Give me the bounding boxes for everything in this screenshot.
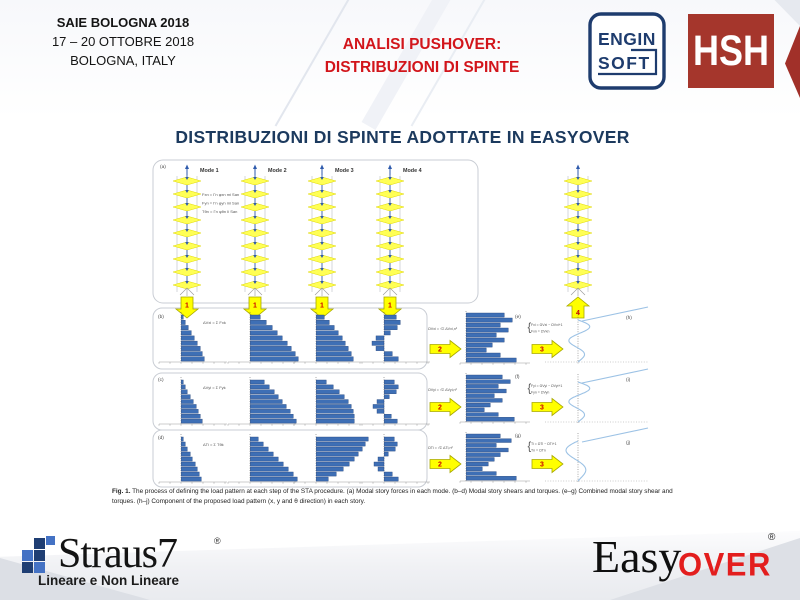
- row-2-modal-charts: ΔTi = Σ Tθk: [158, 434, 430, 484]
- svg-text:Fxn = Γn φxn mi San: Fxn = Γn φxn mi San: [202, 192, 239, 197]
- easyover-wordmark-easy: Easy: [592, 531, 682, 582]
- row-0-load-curve: (h): [545, 306, 649, 364]
- enginsoft-text-2: SOFT: [598, 53, 651, 73]
- figure-caption-text: The process of defining the load pattern…: [112, 488, 673, 505]
- svg-text:(b): (b): [158, 314, 164, 320]
- row-1-combined: ΩVyi = √Σ ΔVyi,n² 2 (f): [428, 373, 530, 424]
- easyover-logo: Easy OVER ®: [592, 530, 792, 590]
- svg-text:ΔVyi = Σ Fyk: ΔVyi = Σ Fyk: [203, 385, 226, 390]
- svg-text:3: 3: [540, 347, 544, 354]
- tower-mode-2: Mode 2: [240, 164, 287, 296]
- straus7-mark-square: [22, 550, 33, 561]
- row-2-pattern: {Ti = ΩTi − ΩTi+1 Tn = ΩTn 3: [528, 441, 564, 474]
- svg-text:Mode 2: Mode 2: [268, 168, 287, 174]
- modal-formulas: Fxn = Γn φxn mi San Fyn = Γn φyn mi San Tθ…: [202, 192, 239, 214]
- straus7-mark-square: [34, 562, 45, 573]
- tower-mode-4: Mode 4: [375, 164, 422, 296]
- svg-text:ΩTi = √Σ ΔTi,n²: ΩTi = √Σ ΔTi,n²: [428, 446, 453, 450]
- svg-text:Fxi = ΩVxi − ΩVxi+1: Fxi = ΩVxi − ΩVxi+1: [531, 323, 563, 327]
- figure-caption-label: Fig. 1.: [112, 488, 131, 495]
- tower-mode-3: Mode 3: [307, 164, 354, 296]
- straus7-wordmark: Straus7: [58, 531, 178, 577]
- enginsoft-text-1: ENGIN: [598, 29, 656, 49]
- row-0-pattern: {Fxi = ΩVxi − ΩVxi+1 Fxn = ΩVxn 3: [528, 322, 564, 359]
- svg-text:3: 3: [540, 462, 544, 469]
- svg-text:ΩVxi = √Σ ΔVxi,n²: ΩVxi = √Σ ΔVxi,n²: [428, 327, 458, 331]
- svg-text:1: 1: [253, 303, 257, 310]
- svg-text:(h): (h): [626, 315, 632, 321]
- svg-text:{: {: [528, 383, 532, 395]
- svg-text:1: 1: [388, 303, 392, 310]
- straus7-mark-square: [46, 536, 55, 545]
- straus7-tagline: Lineare e Non Lineare: [38, 573, 180, 588]
- event-name: SAIE BOLOGNA 2018: [56, 15, 190, 30]
- hsh-logo: HSH: [688, 14, 774, 88]
- svg-text:(g): (g): [515, 433, 521, 439]
- straus7-mark-square: [22, 562, 33, 573]
- svg-text:{: {: [528, 441, 532, 453]
- svg-text:1: 1: [320, 303, 324, 310]
- slide-title-line1: ANALISI PUSHOVER:: [342, 36, 502, 53]
- svg-text:4: 4: [576, 310, 580, 317]
- svg-text:2: 2: [438, 347, 442, 354]
- slide-title: ANALISI PUSHOVER: DISTRIBUZIONI DI SPINT…: [272, 33, 572, 80]
- figure-caption: Fig. 1. The process of defining the load…: [112, 487, 692, 507]
- svg-text:Mode 3: Mode 3: [335, 168, 354, 174]
- svg-text:Fxn = ΩVxn: Fxn = ΩVxn: [531, 330, 550, 334]
- svg-text:Fyn = Γn φyn mi San: Fyn = Γn φyn mi San: [202, 201, 239, 206]
- event-dates: 17 – 20 OTTOBRE 2018: [51, 33, 195, 49]
- svg-text:Mode 1: Mode 1: [200, 168, 219, 174]
- row-1-pattern: {Fyi = ΩVyi − ΩVyi+1 Fyn = ΩVyn 3: [528, 383, 564, 417]
- svg-text:ΩVyi = √Σ ΔVyi,n²: ΩVyi = √Σ ΔVyi,n²: [428, 388, 458, 392]
- step1-arrows: 1 1 1 1: [174, 296, 403, 319]
- svg-text:1: 1: [185, 303, 189, 310]
- panel-a-box: (a): [152, 159, 479, 304]
- svg-text:{: {: [528, 322, 532, 334]
- svg-text:(f): (f): [515, 374, 520, 380]
- svg-text:Tθn = Γn φθn Ii San: Tθn = Γn φθn Ii San: [202, 209, 237, 214]
- svg-text:(d): (d): [158, 435, 164, 441]
- row-box-2: (d): [152, 429, 428, 488]
- svg-text:Tn = ΩTn: Tn = ΩTn: [531, 449, 546, 453]
- svg-text:(j): (j): [626, 440, 631, 446]
- svg-text:2: 2: [438, 405, 442, 412]
- svg-text:Mode 4: Mode 4: [403, 168, 422, 174]
- tower-mode-1: Mode 1: [172, 164, 219, 296]
- row-1-modal-charts: ΔVyi = Σ Fyk: [158, 377, 430, 426]
- svg-text:Fyn = ΩVyn: Fyn = ΩVyn: [531, 391, 549, 395]
- straus7-mark-square: [34, 538, 45, 549]
- easyover-registered-mark: ®: [768, 532, 776, 543]
- row-1-load-curve: (i): [545, 368, 649, 424]
- row-2-load-curve: (j): [545, 427, 649, 483]
- event-location: BOLOGNA, ITALY: [70, 52, 176, 68]
- straus7-mark-square: [34, 550, 45, 561]
- hsh-logo-text: HSH: [692, 26, 769, 75]
- svg-text:Ti = ΩTi − ΩTi+1: Ti = ΩTi − ΩTi+1: [531, 442, 557, 446]
- easyover-wordmark-over: OVER: [678, 546, 772, 583]
- svg-text:2: 2: [438, 462, 442, 469]
- svg-text:ΔVxi = Σ Fxk: ΔVxi = Σ Fxk: [203, 320, 226, 325]
- row-0-modal-charts: ΔVxi = Σ Fxk: [158, 312, 430, 364]
- svg-text:(a): (a): [160, 164, 166, 170]
- load-application-tower: [563, 164, 593, 296]
- straus7-logo: Straus7 ® Lineare e Non Lineare: [20, 530, 250, 594]
- svg-text:ΔTi = Σ Tθk: ΔTi = Σ Tθk: [203, 442, 224, 447]
- step4-arrow: 4: [565, 296, 591, 319]
- svg-text:3: 3: [540, 405, 544, 412]
- enginsoft-logo: ENGIN SOFT: [588, 12, 666, 90]
- event-info: SAIE BOLOGNA 2018 17 – 20 OTTOBRE 2018 B…: [28, 14, 218, 71]
- straus7-registered-mark: ®: [214, 536, 221, 546]
- svg-text:(c): (c): [158, 377, 164, 383]
- svg-text:(i): (i): [626, 377, 631, 383]
- row-2-combined: ΩTi = √Σ ΔTi,n² 2 (g): [428, 432, 530, 483]
- svg-text:(e): (e): [515, 314, 521, 320]
- figure-title: DISTRIBUZIONI DI SPINTE ADOTTATE IN EASY…: [175, 127, 630, 147]
- svg-text:Fyi = ΩVyi − ΩVyi+1: Fyi = ΩVyi − ΩVyi+1: [531, 384, 562, 388]
- row-0-combined: ΩVxi = √Σ ΔVxi,n² 2 (e): [428, 311, 530, 365]
- slide-title-line2: DISTRIBUZIONI DI SPINTE: [324, 59, 520, 77]
- row-box-0: (b): [152, 307, 428, 370]
- enginsoft-logo-mark: ENGIN SOFT: [588, 12, 666, 90]
